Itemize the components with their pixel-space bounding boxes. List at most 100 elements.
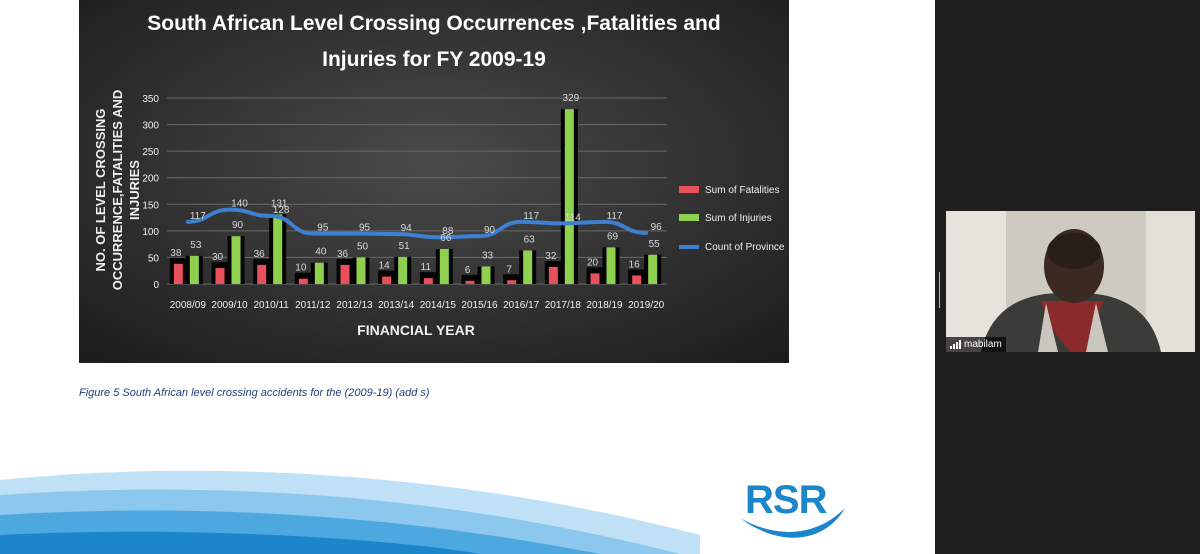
panel-resize-handle[interactable] [939, 272, 942, 308]
legend: Sum of Fatalities Sum of Injuries Count of… [679, 185, 785, 253]
fatalities-data-label: 14 [379, 261, 391, 272]
x-tick-label: 2013/14 [378, 300, 415, 311]
injuries-data-label: 53 [190, 240, 202, 251]
y-tick-label: 350 [142, 94, 159, 105]
fatalities-data-label: 32 [545, 251, 557, 262]
line-series [185, 207, 649, 240]
province-data-label: 117 [523, 211, 539, 222]
province-data-label: 140 [231, 199, 248, 210]
signal-strength-icon [950, 340, 961, 349]
injuries-data-label: 33 [482, 250, 494, 261]
y-tick-label: 200 [142, 174, 159, 185]
fatalities-bar [340, 264, 350, 284]
province-data-label: 117 [190, 211, 206, 222]
y-axis-ticks: 0 50 100 150 200 250 300 350 [142, 94, 159, 291]
injuries-bar [564, 109, 574, 284]
fatalities-data-label: 30 [212, 252, 224, 263]
injuries-bar [189, 255, 199, 284]
x-axis-ticks: 2008/09 2009/10 2010/11 2011/12 2012/13 2013/… [170, 300, 665, 311]
injuries-data-label: 131 [271, 198, 288, 209]
fatalities-data-label: 16 [629, 259, 641, 270]
x-tick-label: 2019/20 [628, 300, 665, 311]
fatalities-data-label: 36 [337, 249, 349, 260]
x-tick-label: 2012/13 [336, 300, 373, 311]
fatalities-bar [382, 276, 392, 284]
bars [169, 109, 662, 284]
participant-video-tile[interactable]: mabilam [946, 211, 1195, 352]
participant-name: mabilam [964, 339, 1002, 350]
province-data-label: 117 [607, 211, 623, 222]
y-tick-label: 300 [142, 121, 159, 132]
province-data-label: 114 [565, 212, 581, 223]
province-line [185, 207, 649, 240]
x-tick-label: 2008/09 [170, 300, 207, 311]
gridlines [167, 97, 667, 285]
injuries-bar [356, 257, 366, 284]
legend-swatch [679, 186, 699, 193]
x-tick-label: 2014/15 [420, 300, 457, 311]
logo-swoosh [740, 508, 845, 538]
fatalities-data-label: 20 [587, 257, 599, 268]
occurrence-bar [461, 274, 479, 284]
figure-caption: Figure 5 South African level crossing ac… [79, 387, 430, 399]
province-data-label: 88 [442, 226, 454, 237]
fatalities-bar [590, 273, 600, 284]
injuries-bar [481, 266, 491, 284]
y-tick-label: 250 [142, 147, 159, 158]
fatalities-bar [548, 266, 558, 284]
chart: South African Level Crossing Occurrences… [79, 0, 789, 363]
legend-swatch [679, 214, 699, 221]
fatalities-bar [215, 268, 225, 284]
chart-background [79, 0, 789, 363]
injuries-data-label: 55 [649, 239, 661, 250]
province-data-label: 95 [359, 223, 371, 234]
injuries-bar [273, 214, 283, 284]
logo-text: RSR [745, 478, 827, 522]
presentation-slide: South African Level Crossing Occurrences… [0, 0, 845, 554]
fatalities-data-label: 7 [506, 264, 512, 275]
chart-title-line1: South African Level Crossing Occurrences… [147, 12, 720, 35]
decorative-waves [0, 470, 700, 554]
y-tick-label: 150 [142, 200, 159, 211]
fatalities-data-label: 11 [421, 262, 432, 273]
occurrence-bar [419, 272, 437, 284]
fatalities-bar [632, 275, 642, 284]
province-data-label: 94 [401, 223, 413, 234]
injuries-data-label: 50 [357, 241, 369, 252]
y-tick-label: 50 [148, 253, 160, 264]
injuries-bar [523, 250, 533, 284]
fatalities-bar [298, 278, 308, 284]
fatalities-bar [507, 280, 517, 284]
injuries-data-label: 40 [315, 247, 327, 258]
fatalities-data-label: 10 [295, 263, 307, 274]
fatalities-bar [173, 263, 183, 284]
x-tick-label: 2011/12 [295, 300, 331, 311]
injuries-data-label: 51 [399, 241, 411, 252]
injuries-data-label: 66 [440, 233, 452, 244]
y-axis-label-line: INJURIES [127, 160, 142, 220]
x-tick-label: 2016/17 [503, 300, 540, 311]
fatalities-data-label: 6 [465, 265, 471, 276]
occurrence-bar [294, 272, 312, 284]
injuries-data-label: 90 [232, 220, 244, 231]
y-tick-label: 100 [142, 227, 159, 238]
province-data-label: 95 [317, 223, 329, 234]
y-tick-label: 0 [153, 280, 159, 291]
rsr-logo: RSR [740, 478, 845, 538]
participant-name-tag: mabilam [946, 337, 1006, 352]
participant-video [946, 211, 1195, 352]
injuries-bar [606, 247, 616, 284]
x-tick-label: 2018/19 [586, 300, 623, 311]
injuries-bar [314, 262, 324, 284]
x-axis-label: FINANCIAL YEAR [357, 322, 475, 338]
y-axis-label-line: NO. OF LEVEL CROSSING [93, 108, 108, 271]
fatalities-data-label: 38 [170, 248, 182, 259]
injuries-data-label: 69 [607, 231, 619, 242]
legend-label: Count of Province [705, 242, 785, 253]
x-tick-label: 2015/16 [461, 300, 498, 311]
fatalities-data-label: 36 [254, 249, 266, 260]
legend-label: Sum of Fatalities [705, 185, 779, 196]
fatalities-bar [465, 280, 475, 284]
injuries-data-label: 63 [524, 235, 536, 246]
